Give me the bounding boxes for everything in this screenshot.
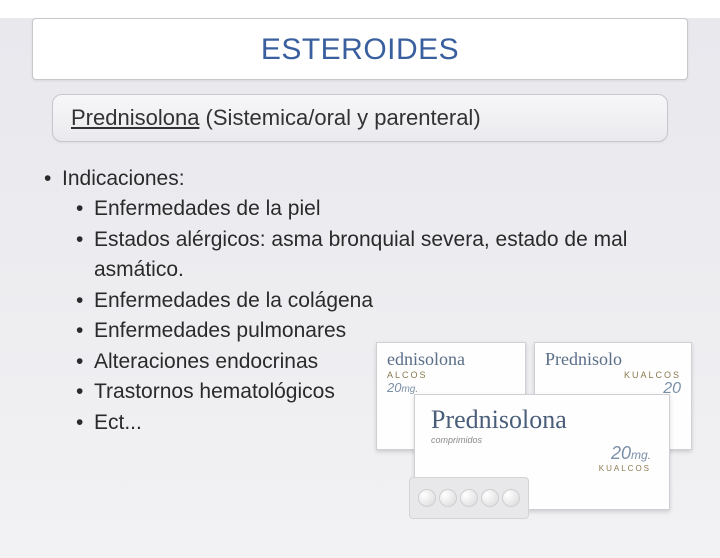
drug-name: Prednisolona (71, 105, 199, 130)
pill-icon (418, 489, 436, 507)
pill-icon (439, 489, 457, 507)
pill-icon (460, 489, 478, 507)
dose-value: 20 (611, 443, 631, 463)
blister-pack (409, 477, 529, 519)
brand-text: Prednisolo (535, 343, 691, 370)
brand-text: Prednisolona (415, 395, 669, 435)
drug-route: (Sistemica/oral y parenteral) (199, 105, 480, 130)
list-item: Enfermedades de la piel (94, 194, 672, 224)
title-panel: ESTEROIDES (32, 18, 688, 80)
dose-unit: mg. (631, 448, 651, 462)
subtitle-panel: Prednisolona (Sistemica/oral y parentera… (52, 94, 668, 142)
product-box-front: Prednisolona comprimidos 20mg. KUALCOS (414, 394, 670, 510)
pill-icon (502, 489, 520, 507)
brand-text: ednisolona (377, 343, 525, 370)
manufacturer-text: KUALCOS (535, 370, 691, 380)
slide-container: ESTEROIDES Prednisolona (Sistemica/oral … (0, 18, 720, 558)
dose-value: 20 (387, 380, 401, 395)
subtitle-text: Prednisolona (Sistemica/oral y parentera… (71, 105, 649, 131)
indications-list: Indicaciones: (48, 164, 672, 194)
list-item: Estados alérgicos: asma bronquial severa… (94, 225, 672, 286)
product-image: ednisolona ALCOS 20mg. Prednisolo KUALCO… (376, 342, 696, 512)
list-item: Enfermedades de la colágena (94, 286, 672, 316)
manufacturer-text: KUALCOS (415, 464, 669, 473)
dose-text: 20mg. (415, 443, 669, 464)
slide-title: ESTEROIDES (43, 33, 677, 67)
dose-text: 20mg. (377, 380, 525, 395)
manufacturer-text: ALCOS (377, 370, 525, 380)
indications-header: Indicaciones: (62, 164, 672, 194)
pill-icon (481, 489, 499, 507)
